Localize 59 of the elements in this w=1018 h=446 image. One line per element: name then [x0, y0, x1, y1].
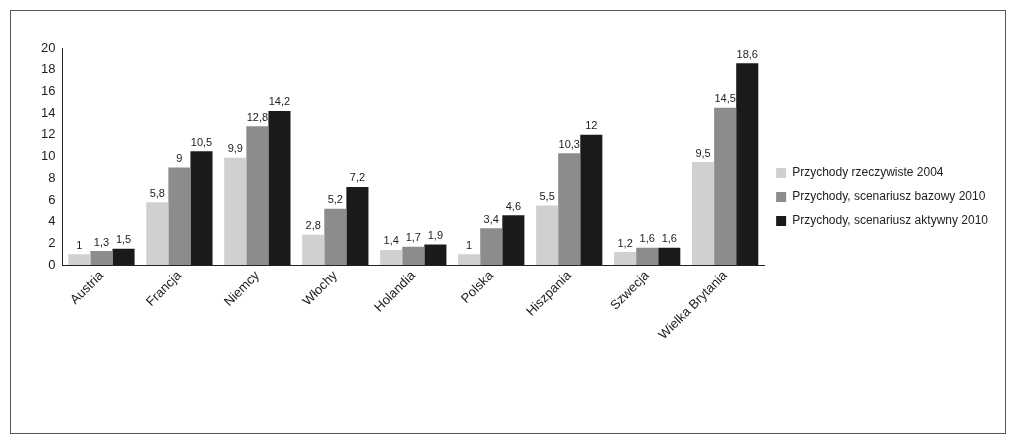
data-label: 14,5: [714, 92, 736, 105]
bar: [692, 161, 715, 266]
data-label: 1,2: [617, 236, 633, 249]
legend-label: Przychody, scenariusz aktywny 2010: [792, 213, 989, 228]
legend-label: Przychody, scenariusz bazowy 2010: [792, 189, 986, 204]
bar: [246, 126, 269, 266]
y-tick-label: 2: [48, 234, 56, 250]
legend-label: Przychody rzeczywiste 2004: [792, 165, 944, 180]
data-label: 1,9: [427, 229, 444, 242]
y-tick-label: 16: [40, 83, 56, 98]
bar: [68, 254, 91, 266]
data-label: 10,3: [558, 137, 580, 150]
bar: [90, 251, 113, 266]
data-label: 1,6: [661, 232, 677, 245]
data-label: 1,7: [405, 231, 421, 244]
bar: [558, 153, 581, 266]
data-label: 9: [176, 151, 183, 164]
data-label: 5,8: [149, 186, 165, 199]
bar: [224, 157, 247, 266]
bar: [458, 254, 481, 266]
bar: [636, 247, 659, 266]
data-label: 12,8: [246, 110, 269, 123]
data-label: 9,5: [695, 146, 711, 159]
data-label: 7,2: [349, 171, 366, 184]
bar: [480, 228, 503, 266]
bar: [168, 167, 191, 266]
data-label: 10,5: [190, 135, 213, 148]
y-tick-label: 4: [48, 213, 56, 229]
bar: [402, 246, 425, 266]
data-label: 2,8: [305, 219, 321, 232]
data-label: 5,5: [539, 189, 555, 202]
data-label: 9,9: [227, 142, 243, 155]
data-label: 4,6: [505, 199, 521, 212]
y-tick-label: 8: [48, 169, 56, 185]
y-tick-label: 6: [48, 191, 56, 207]
data-label: 1: [466, 238, 473, 251]
data-label: 12: [585, 119, 598, 132]
y-tick-label: 10: [40, 148, 56, 164]
y-tick-label: 0: [48, 256, 56, 272]
data-label: 1,5: [115, 233, 132, 246]
data-label: 1: [76, 238, 83, 251]
data-label: 18,6: [736, 47, 758, 60]
data-label: 1,4: [383, 234, 399, 247]
y-tick-label: 18: [40, 61, 56, 77]
bar: [714, 107, 737, 266]
data-label: 1,3: [93, 235, 110, 248]
data-label: 14,2: [268, 95, 291, 108]
bar: [302, 234, 325, 266]
data-label: 3,4: [483, 212, 499, 225]
data-label: 1,6: [639, 232, 655, 245]
bar: [614, 252, 637, 266]
bar: [146, 202, 169, 266]
bar: [380, 249, 403, 266]
y-tick-label: 12: [40, 126, 56, 142]
bar: [324, 208, 347, 266]
bar: [536, 205, 559, 266]
data-label: 5,2: [327, 193, 343, 206]
y-tick-label: 20: [40, 39, 56, 55]
y-tick-label: 14: [40, 104, 56, 120]
